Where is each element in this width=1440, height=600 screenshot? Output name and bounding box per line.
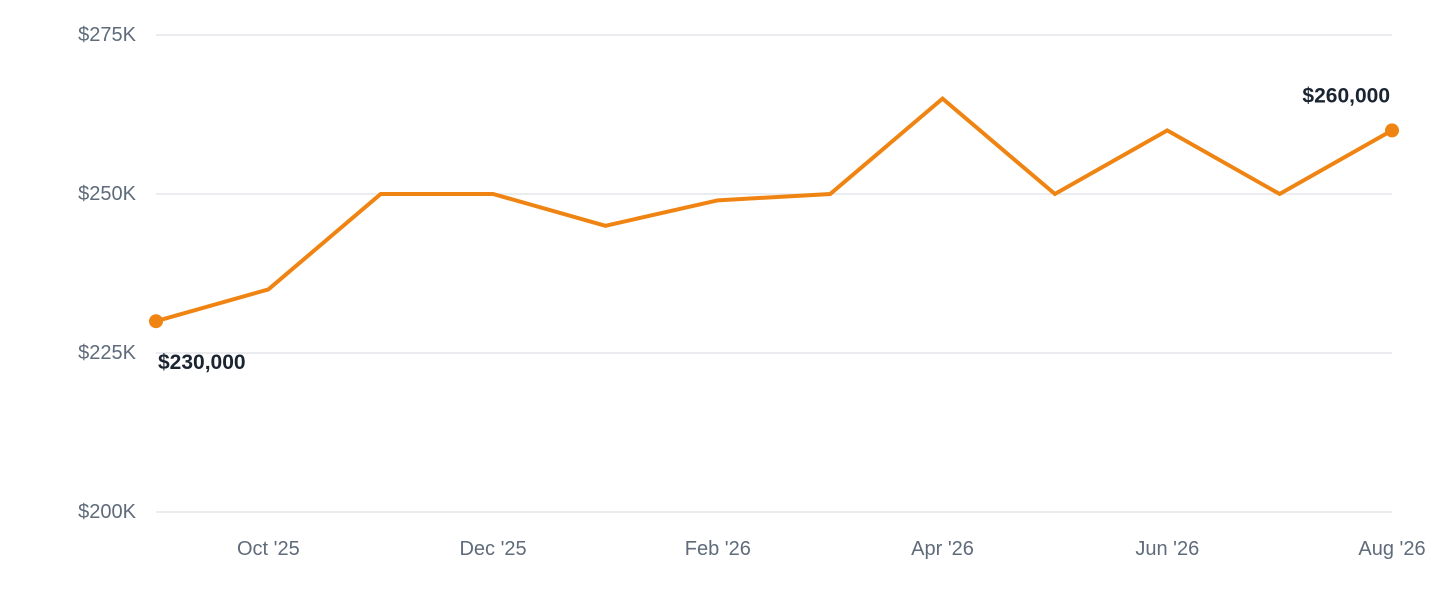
y-tick-label: $275K [78, 24, 136, 46]
x-tick-label: Dec '25 [459, 538, 526, 560]
endpoint-marker [1385, 123, 1399, 138]
y-tick-label: $225K [78, 342, 136, 364]
data-label: $260,000 [1302, 84, 1390, 107]
x-tick-label: Apr '26 [911, 538, 974, 560]
annotations-layer: $230,000 $260,000 [149, 84, 1399, 374]
x-tick-label: Feb '26 [685, 538, 751, 560]
y-axis-tick-labels: $275K $250K $225K $200K [78, 24, 136, 523]
x-tick-label: Oct '25 [237, 538, 300, 560]
y-tick-label: $250K [78, 183, 136, 205]
x-axis-tick-labels: Oct '25 Dec '25 Feb '26 Apr '26 Jun '26 Aug '… [237, 538, 1426, 560]
endpoint-marker [149, 314, 163, 329]
series-line [155, 95, 1393, 324]
data-label: $230,000 [158, 351, 246, 374]
series-layer [155, 95, 1393, 324]
x-tick-label: Aug '26 [1358, 538, 1425, 560]
x-tick-label: Jun '26 [1135, 538, 1199, 560]
grid-lines [156, 34, 1392, 513]
y-tick-label: $200K [78, 501, 136, 523]
